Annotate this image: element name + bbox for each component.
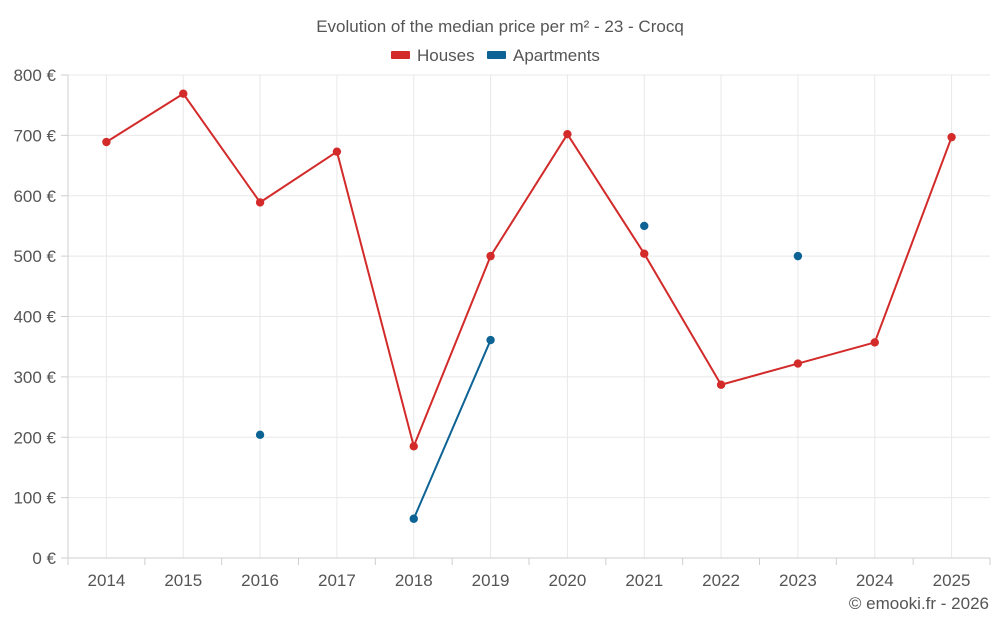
x-tick-label: 2023 <box>779 571 817 590</box>
houses-point-2020[interactable] <box>563 129 572 139</box>
houses-point-2022[interactable] <box>716 380 726 389</box>
y-tick-label: 100 € <box>13 489 56 508</box>
houses-line-segment <box>489 133 569 258</box>
x-tick-label: 2017 <box>318 571 356 590</box>
credit-text: © emooki.fr - 2026 <box>849 594 989 613</box>
houses-point-2016[interactable] <box>255 198 265 207</box>
chart-title: Evolution of the median price per m² - 2… <box>316 17 684 36</box>
apartments-point-2016[interactable] <box>255 430 265 440</box>
y-tick-label: 500 € <box>13 247 56 266</box>
grid <box>68 74 990 558</box>
apartments-point-2023[interactable] <box>793 251 803 261</box>
houses-line-segment <box>796 341 876 365</box>
y-tick-label: 300 € <box>13 368 56 387</box>
houses-line-segment <box>259 150 338 204</box>
x-tick-label: 2024 <box>856 571 894 590</box>
x-tick-label: 2021 <box>625 571 663 590</box>
legend: Houses Apartments <box>391 46 600 65</box>
houses-line-segment <box>182 92 262 204</box>
y-tick-label: 200 € <box>13 428 56 447</box>
legend-item-houses[interactable]: Houses <box>391 46 475 65</box>
x-tick-label: 2019 <box>472 571 510 590</box>
series <box>102 89 956 523</box>
apartments-point-2018[interactable] <box>409 514 418 523</box>
houses-point-2018[interactable] <box>409 442 418 451</box>
houses-point-2025[interactable] <box>947 132 956 142</box>
apartments-point-2021[interactable] <box>640 221 649 231</box>
houses-point-2019[interactable] <box>486 251 495 261</box>
y-tick-label: 0 € <box>32 549 56 568</box>
axes: 0 € 100 € 200 € 300 € 400 € 500 € 600 € 700 € 80… <box>13 66 991 590</box>
houses-point-2017[interactable] <box>332 147 342 156</box>
houses-line-segment <box>720 362 799 386</box>
apartments-line-segment <box>412 339 492 520</box>
x-tick-label: 2016 <box>241 571 279 590</box>
houses-line-segment <box>412 255 492 448</box>
legend-item-apartments[interactable]: Apartments <box>487 46 600 65</box>
legend-label-houses: Houses <box>417 46 475 65</box>
houses-point-2021[interactable] <box>640 249 649 258</box>
legend-swatch-apartments <box>487 51 506 59</box>
houses-point-2014[interactable] <box>102 137 111 147</box>
houses-line-segment <box>873 136 953 344</box>
legend-swatch-houses <box>391 51 410 59</box>
houses-line-segment <box>335 150 415 448</box>
x-tick-label: 2014 <box>88 571 126 590</box>
x-tick-label: 2022 <box>702 571 740 590</box>
x-tick-label: 2018 <box>395 571 433 590</box>
houses-line-segment <box>566 133 646 255</box>
houses-point-2023[interactable] <box>793 359 803 368</box>
y-tick-label: 800 € <box>13 66 56 85</box>
houses-line-segment <box>643 252 723 386</box>
legend-label-apartments: Apartments <box>513 46 600 65</box>
houses-line-segment <box>105 92 185 144</box>
y-tick-label: 700 € <box>13 126 56 145</box>
houses-point-2024[interactable] <box>870 338 879 347</box>
x-tick-label: 2020 <box>549 571 587 590</box>
x-tick-label: 2025 <box>933 571 971 590</box>
y-tick-label: 400 € <box>13 308 56 327</box>
y-tick-label: 600 € <box>13 187 56 206</box>
x-tick-label: 2015 <box>164 571 202 590</box>
houses-point-2015[interactable] <box>179 89 188 98</box>
apartments-point-2019[interactable] <box>486 335 495 345</box>
